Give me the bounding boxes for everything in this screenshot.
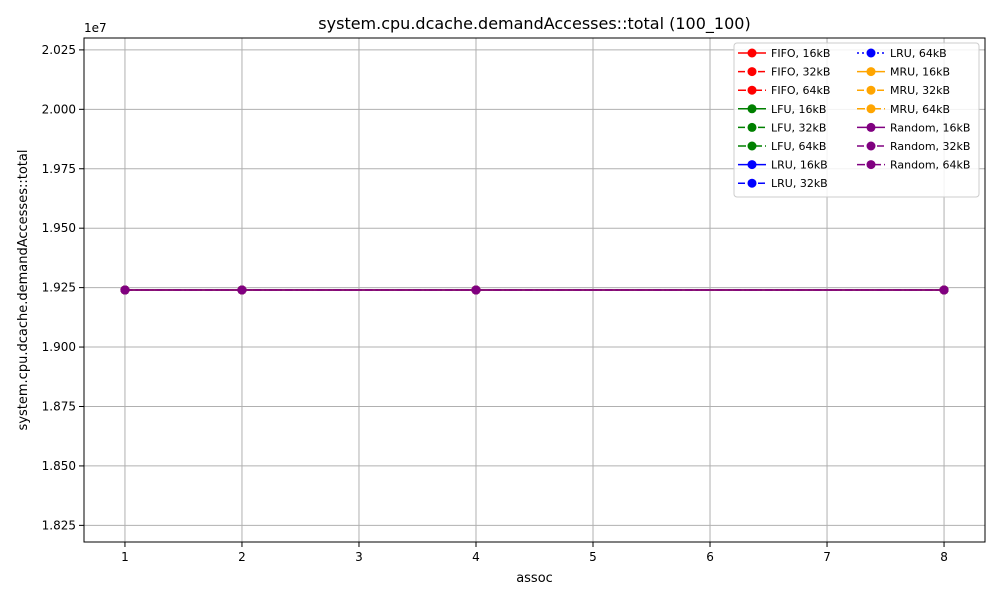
x-tick-label: 7 (823, 550, 831, 564)
legend-label: FIFO, 16kB (771, 47, 830, 60)
x-tick-label: 6 (706, 550, 714, 564)
legend-label: FIFO, 64kB (771, 84, 830, 97)
legend-label: LFU, 64kB (771, 140, 826, 153)
legend-label: MRU, 32kB (890, 84, 950, 97)
legend-entry: MRU, 16kB (857, 66, 950, 79)
y-axis-label: system.cpu.dcache.demandAccesses::total (16, 150, 31, 431)
legend-marker (866, 67, 876, 77)
legend-label: LRU, 32kB (771, 177, 828, 190)
series-layer (120, 285, 949, 295)
legend-label: Random, 16kB (890, 121, 970, 134)
legend-box (733, 42, 980, 198)
legend-marker (747, 67, 757, 77)
legend-entry: Random, 32kB (857, 140, 970, 153)
legend-label: Random, 32kB (890, 140, 970, 153)
legend-label: LRU, 64kB (890, 47, 947, 60)
y-tick-label: 1.825 (42, 518, 76, 532)
y-tick-label: 2.000 (42, 102, 76, 116)
series-point (120, 285, 130, 295)
legend-marker (747, 178, 757, 188)
legend-marker (866, 48, 876, 58)
legend-entry: MRU, 32kB (857, 84, 950, 97)
legend-marker (747, 85, 757, 95)
legend-marker (747, 141, 757, 151)
y-tick-label: 2.025 (42, 43, 76, 57)
plot-frame (83, 37, 986, 543)
legend-marker (866, 104, 876, 114)
legend-label: LFU, 32kB (771, 121, 826, 134)
legend-entry: LRU, 32kB (738, 177, 828, 190)
legend-marker (866, 122, 876, 132)
series-point (939, 285, 949, 295)
legend-entry: LFU, 32kB (738, 121, 826, 134)
series-point (471, 285, 481, 295)
x-tick-label: 4 (472, 550, 480, 564)
legend-marker (747, 48, 757, 58)
legend-entry: LFU, 16kB (738, 103, 826, 116)
legend-label: MRU, 16kB (890, 66, 950, 79)
legend-marker (747, 122, 757, 132)
legend-marker (866, 160, 876, 170)
legend-entry: FIFO, 32kB (738, 66, 830, 79)
legend-label: Random, 64kB (890, 159, 970, 172)
legend-marker (747, 160, 757, 170)
legend-marker (866, 141, 876, 151)
y-tick-label: 1.900 (42, 340, 76, 354)
legend-entry: Random, 16kB (857, 121, 970, 134)
x-tick-label: 1 (121, 550, 129, 564)
legend-marker (866, 85, 876, 95)
legend-label: LFU, 16kB (771, 103, 826, 116)
legend-entry: FIFO, 16kB (738, 47, 830, 60)
x-tick-label: 2 (238, 550, 246, 564)
legend-entry: LFU, 64kB (738, 140, 826, 153)
y-tick-label: 1.950 (42, 221, 76, 235)
legend: FIFO, 16kB FIFO, 32kB FIFO, 64kB LFU, 16kB L… (733, 42, 980, 198)
chart-title: system.cpu.dcache.demandAccesses::total … (318, 14, 750, 34)
legend-label: MRU, 64kB (890, 103, 950, 116)
legend-entry: FIFO, 64kB (738, 84, 830, 97)
legend-entry: LRU, 16kB (738, 159, 828, 172)
y-tick-label: 1.925 (42, 281, 76, 295)
x-tick-label: 8 (940, 550, 948, 564)
legend-entry: Random, 64kB (857, 159, 970, 172)
x-tick-label: 3 (355, 550, 363, 564)
x-tick-label: 5 (589, 550, 597, 564)
y-axis-ticks: 1.825 1.850 1.875 1.900 1.925 1.950 1.975 2.000… (42, 43, 84, 532)
series-group (120, 285, 949, 295)
x-axis-ticks: 1 2 3 4 5 6 7 8 (121, 542, 948, 564)
x-axis-label: assoc (516, 571, 553, 586)
y-tick-label: 1.850 (42, 459, 76, 473)
legend-label: LRU, 16kB (771, 159, 828, 172)
y-tick-label: 1.975 (42, 162, 76, 176)
y-offset-label: 1e7 (84, 21, 107, 35)
legend-entry: MRU, 64kB (857, 103, 950, 116)
series-point (237, 285, 247, 295)
y-tick-label: 1.875 (42, 399, 76, 413)
legend-marker (747, 104, 757, 114)
legend-entry: LRU, 64kB (857, 47, 947, 60)
legend-label: FIFO, 32kB (771, 66, 830, 79)
